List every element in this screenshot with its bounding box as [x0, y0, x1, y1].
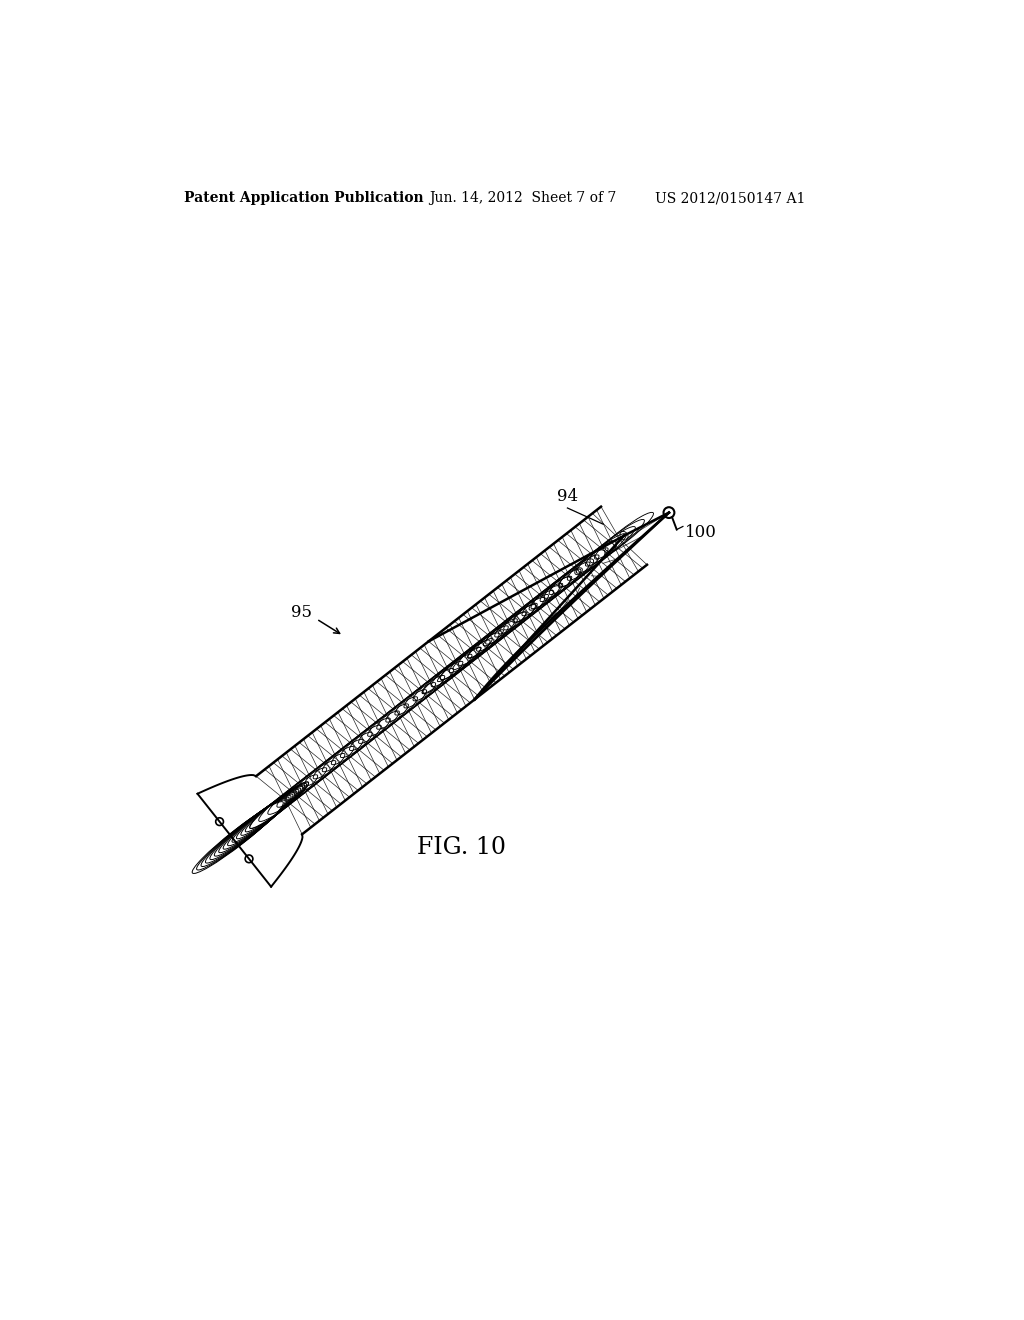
Text: FIG. 10: FIG. 10	[417, 836, 506, 859]
Text: US 2012/0150147 A1: US 2012/0150147 A1	[655, 191, 805, 206]
Text: Jun. 14, 2012  Sheet 7 of 7: Jun. 14, 2012 Sheet 7 of 7	[429, 191, 616, 206]
Text: 94: 94	[557, 488, 578, 506]
Text: 100: 100	[684, 524, 717, 541]
Text: 95: 95	[292, 605, 312, 622]
Text: Patent Application Publication: Patent Application Publication	[183, 191, 424, 206]
